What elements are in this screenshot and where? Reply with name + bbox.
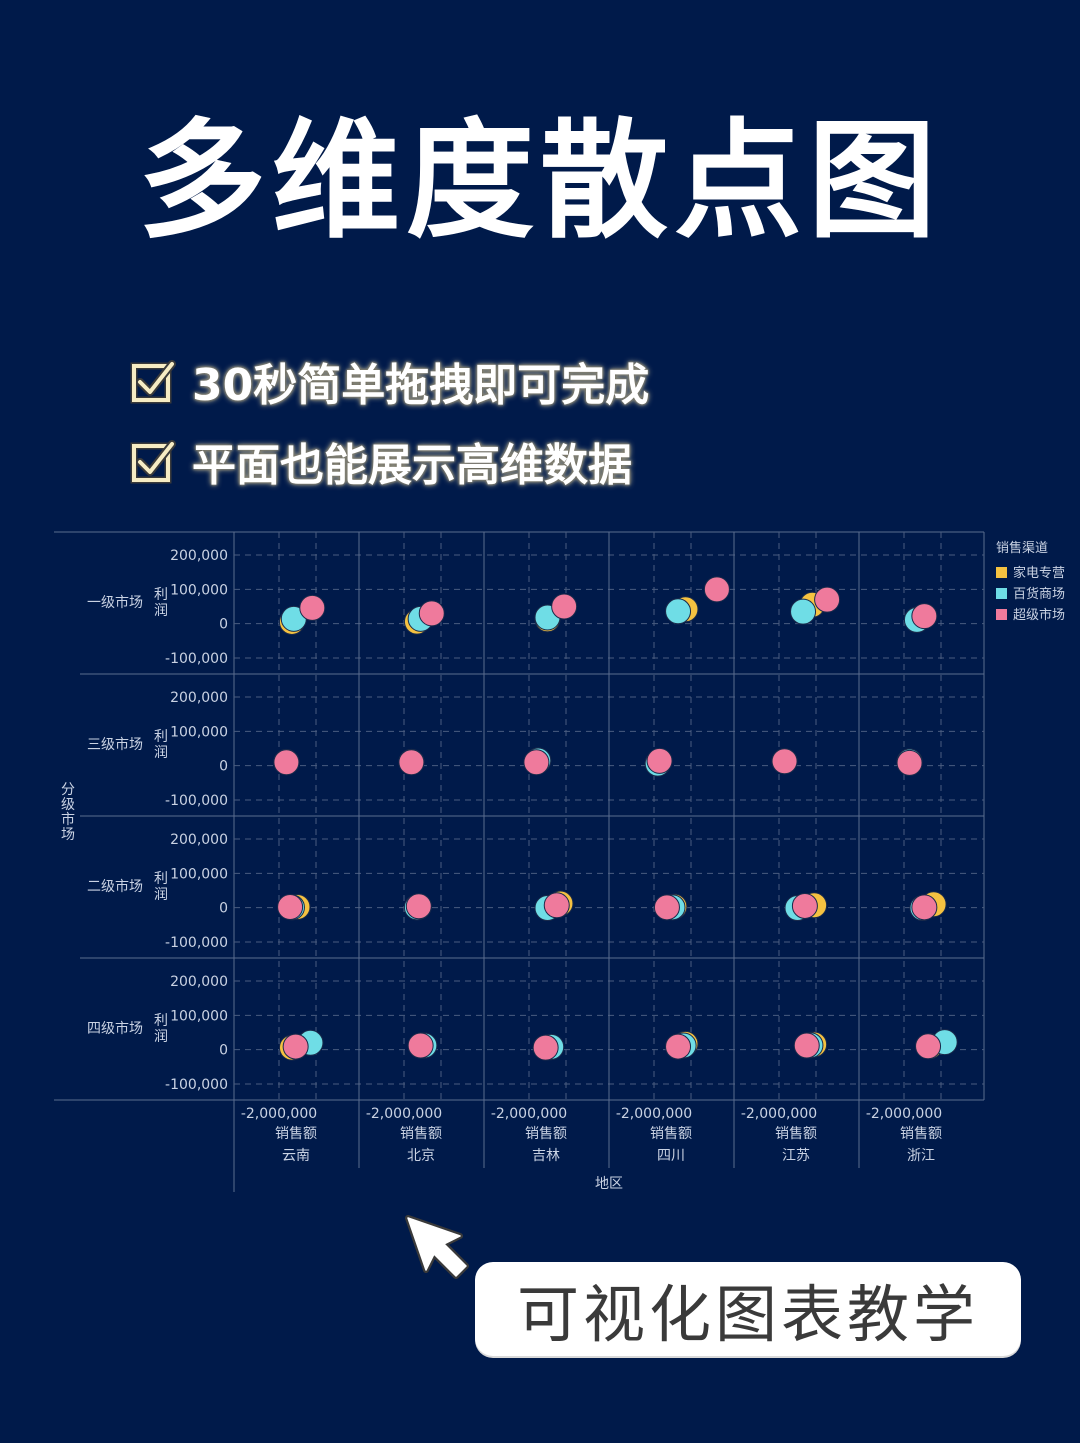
scatter-point	[911, 603, 938, 630]
y-tick-label: 0	[219, 901, 228, 917]
scatter-point	[523, 749, 550, 776]
y-tick-label: 0	[219, 617, 228, 633]
scatter-point	[551, 593, 578, 620]
scatter-point	[282, 1033, 309, 1060]
col-facet-label: 四川	[657, 1148, 685, 1164]
scatter-point	[896, 749, 923, 776]
cursor-arrow-icon	[405, 1215, 469, 1279]
y-tick-label: -100,000	[165, 935, 228, 951]
y-tick-label: -100,000	[165, 1077, 228, 1093]
y-tick-label: 200,000	[170, 974, 228, 990]
tutorial-badge: 可视化图表教学	[475, 1262, 1021, 1356]
legend-swatch	[996, 609, 1007, 620]
y-tick-label: 100,000	[170, 724, 228, 740]
feature-1-text: 30秒简单拖拽即可完成	[192, 360, 650, 411]
scatter-point	[911, 894, 938, 921]
col-facet-label: 云南	[282, 1148, 310, 1164]
scatter-point	[915, 1033, 942, 1060]
y-axis-label: 利润	[154, 587, 168, 619]
scatter-point	[277, 893, 304, 920]
legend-label: 超级市场	[1013, 607, 1065, 623]
tutorial-badge-text: 可视化图表教学	[516, 1278, 979, 1351]
y-tick-label: 200,000	[170, 832, 228, 848]
scatter-point	[646, 747, 673, 774]
scatter-point	[299, 594, 326, 621]
y-tick-label: 200,000	[170, 690, 228, 706]
scatter-point	[790, 598, 817, 625]
row-facet-label: 二级市场	[87, 878, 143, 895]
scatter-point	[791, 892, 818, 919]
scatter-point	[703, 576, 730, 603]
scatter-point	[653, 894, 680, 921]
feature-1: 30秒简单拖拽即可完成	[130, 352, 650, 411]
col-facet-label: 吉林	[532, 1148, 560, 1164]
scatter-point	[405, 893, 432, 920]
x-axis-label: 销售额	[400, 1126, 442, 1142]
y-tick-label: 200,000	[170, 548, 228, 564]
page-title: 多维度散点图	[137, 107, 942, 256]
x-axis-label: 销售额	[775, 1126, 817, 1142]
scatter-point	[793, 1032, 820, 1059]
col-facet-label: 北京	[407, 1148, 435, 1164]
scatter-point	[543, 892, 570, 919]
scatter-point	[407, 1032, 434, 1059]
checkbox-checked-icon	[130, 440, 176, 484]
feature-2: 平面也能展示高维数据	[130, 432, 632, 491]
scatter-point	[814, 586, 841, 613]
scatter-point	[273, 749, 300, 776]
col-facet-label: 江苏	[782, 1148, 810, 1164]
y-axis-label: 利润	[154, 1013, 168, 1045]
feature-2-text: 平面也能展示高维数据	[192, 440, 632, 491]
y-tick-label: -100,000	[165, 793, 228, 809]
x-tick-label: -2,000,000	[491, 1106, 567, 1122]
x-axis-label: 销售额	[650, 1126, 692, 1142]
checkbox-checked-icon	[130, 360, 176, 404]
x-tick-label: -2,000,000	[241, 1106, 317, 1122]
x-tick-label: -2,000,000	[366, 1106, 442, 1122]
x-tick-label: -2,000,000	[866, 1106, 942, 1122]
col-facet-label: 浙江	[907, 1148, 935, 1164]
legend-swatch	[996, 588, 1007, 599]
y-axis-label: 利润	[154, 729, 168, 761]
scatter-point	[532, 1034, 559, 1061]
legend-swatch	[996, 567, 1007, 578]
scatter-point	[665, 1033, 692, 1060]
scatter-point	[418, 600, 445, 627]
legend-label: 家电专营	[1013, 565, 1065, 581]
y-axis-label: 利润	[154, 871, 168, 903]
x-axis-label: 销售额	[525, 1126, 567, 1142]
row-facet-label: 四级市场	[87, 1020, 143, 1037]
row-axis-title: 分级市场	[61, 782, 75, 843]
scatter-point	[771, 748, 798, 775]
scatter-point	[398, 749, 425, 776]
legend-label: 百货商场	[1013, 586, 1065, 602]
x-axis-label: 销售额	[900, 1126, 942, 1142]
scatter-point	[665, 598, 692, 625]
x-tick-label: -2,000,000	[616, 1106, 692, 1122]
y-tick-label: 100,000	[170, 1008, 228, 1024]
legend-title: 销售渠道	[996, 540, 1048, 556]
x-axis-label: 销售额	[275, 1126, 317, 1142]
x-tick-label: -2,000,000	[741, 1106, 817, 1122]
y-tick-label: 100,000	[170, 582, 228, 598]
y-tick-label: -100,000	[165, 651, 228, 667]
y-tick-label: 0	[219, 759, 228, 775]
col-axis-title: 地区	[595, 1176, 623, 1192]
y-tick-label: 100,000	[170, 866, 228, 882]
row-facet-label: 一级市场	[87, 594, 143, 611]
row-facet-label: 三级市场	[87, 736, 143, 753]
y-tick-label: 0	[219, 1043, 228, 1059]
